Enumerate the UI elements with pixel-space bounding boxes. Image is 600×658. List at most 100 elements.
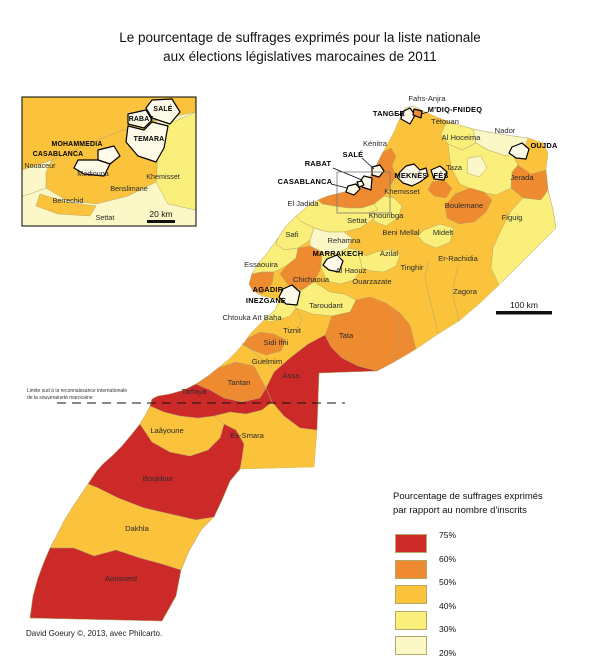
- inset-map: 20 km Nouaceur Mediouna Khemisset Bensliman…: [21, 96, 197, 227]
- main-scale-label: 100 km: [510, 300, 538, 310]
- legend-swatch-60-75%: [395, 534, 427, 553]
- legend-swatches: [395, 534, 427, 658]
- leader-casablanca: [330, 183, 348, 189]
- inset-label-khemisset: Khemisset: [146, 172, 180, 181]
- legend-swatch-50-60%: [395, 559, 427, 579]
- map-label-fahs-anjra: Fahs-Anjra: [408, 94, 446, 103]
- map-label-nador: Nador: [495, 126, 516, 135]
- legend-tick-30pct: 30%: [439, 624, 457, 634]
- map-city-label-casablanca: CASABLANCA: [278, 177, 333, 186]
- map-label-dakhla: Dakhla: [125, 524, 149, 533]
- map-label-khemisset: Khemisset: [384, 187, 420, 196]
- prefecture-mdiq-fnideq: [412, 108, 423, 119]
- region-essaouira: [251, 237, 299, 275]
- inset-border: [21, 96, 197, 227]
- legend-tick-20pct: 20%: [439, 647, 457, 658]
- prefecture-fes: [430, 165, 448, 181]
- region-agadir-coast: [248, 271, 275, 295]
- prefecture-oujda: [508, 142, 530, 160]
- inset-prefecture-mohammedia: [97, 145, 121, 165]
- map-label-aousserd: Aousserd: [105, 574, 137, 583]
- prefecture-meknes: [396, 163, 429, 187]
- inset-city-label-mohammedia: MOHAMMEDIA: [52, 141, 103, 148]
- prefecture-casablanca: [345, 183, 361, 196]
- inset-city-label-temara: TEMARA: [134, 136, 165, 143]
- map-label-safi: Safi: [285, 230, 298, 239]
- leader-lines: [330, 111, 429, 189]
- map-city-label-rabat: RABAT: [305, 159, 332, 168]
- inset-prefecture-sale: [145, 98, 181, 125]
- inset-scale-label: 20 km: [149, 209, 172, 219]
- prefecture-tanger: [400, 107, 416, 125]
- map-label-tarfaya: Tarfaya: [182, 387, 208, 396]
- map-label-ouarzazate: Ouarzazate: [352, 277, 391, 286]
- map-label-azilal: Azilal: [380, 249, 398, 258]
- inset-label-mediouna: Mediouna: [77, 169, 109, 178]
- region-tarfaya: [149, 383, 273, 419]
- map-label-t-touan: Tétouan: [431, 117, 459, 126]
- prefecture-mohammedia: [356, 180, 365, 188]
- region-midelt: [417, 223, 455, 249]
- inset-city-label-rabat: RABAT: [129, 116, 154, 123]
- map-label-chtouka-a-t-baha: Chtouka Aït Baha: [222, 313, 282, 322]
- inset-label-benslimane: Benslimane: [110, 184, 148, 193]
- map-label-boulemane: Boulemane: [445, 201, 483, 210]
- map-city-label-tanger: TANGER: [373, 109, 406, 118]
- region-taza-pale-patch: [466, 155, 488, 178]
- leader-rabat: [332, 167, 363, 181]
- map-label-midelt: Midelt: [433, 228, 454, 237]
- map-label-es-smara: Es-Smara: [230, 431, 265, 440]
- region-azilal: [357, 248, 401, 273]
- legend-title-line1: Pourcentage de suffrages exprimés: [393, 491, 543, 502]
- map-label-taza: Taza: [446, 163, 463, 172]
- map-label-la-youne: Laâyoune: [150, 426, 183, 435]
- inset-scale-bar: [147, 220, 175, 223]
- map-title-line1: Le pourcentage de suffrages exprimés pou…: [119, 30, 481, 45]
- inset-city-label-casablanca: CASABLANCA: [33, 151, 84, 158]
- inset-label-nouaceur: Nouaceur: [24, 161, 56, 170]
- southern-limit-note-line2: de la souveraineté marocaine: [27, 395, 93, 401]
- map-label-zagora: Zagora: [453, 287, 478, 296]
- legend-tick-40pct: 40%: [439, 600, 457, 611]
- map-label-k-nitra: Kénitra: [363, 139, 388, 148]
- leader-tanger: [397, 113, 404, 117]
- map-city-label-mekn-s: MEKNÈS: [394, 171, 427, 180]
- inset-label-berrechid: Berrechid: [53, 196, 84, 205]
- map-label-essaouira: Essaouira: [244, 260, 279, 269]
- map-label-jerada: Jerada: [510, 173, 534, 182]
- map-label-tiznit: Tiznit: [283, 326, 302, 335]
- prefecture-rabat-temara: [360, 175, 373, 191]
- map-label-beni-mellal: Beni Mellal: [382, 228, 419, 237]
- inset-city-labels: SALÉ RABAT TEMARA MOHAMMEDIA CASABLANCA: [33, 104, 173, 158]
- internal-borders: [243, 259, 460, 369]
- map-label-boujdour: Boujdour: [143, 474, 174, 483]
- inset-prefecture-casablanca: [73, 159, 111, 177]
- region-khouribga: [369, 195, 403, 227]
- map-label-assa: Assa: [283, 371, 301, 380]
- map-label-sidi-ifni: Sidi Ifni: [264, 338, 289, 347]
- region-sidi-ifni: [241, 331, 287, 356]
- map-title: Le pourcentage de suffrages exprimés pou…: [0, 28, 600, 66]
- legend-swatch-20-30%: [395, 636, 427, 655]
- map-label-settat: Settat: [347, 216, 368, 225]
- map-city-label-m-diq-fnideq: M'DIQ-FNIDEQ: [428, 105, 482, 114]
- city-labels: TANGER M'DIQ-FNIDEQ OUJDA RABAT SALÉ CASABLAN…: [246, 105, 558, 305]
- map-label-tinghir: Tinghir: [401, 263, 424, 272]
- credit-text: David Goeury ©, 2013, avec Philcarto.: [26, 629, 162, 638]
- map-label-al-hoceima: Al Hoceima: [442, 133, 482, 142]
- inset-prefecture-temara: [125, 121, 169, 163]
- prefecture-agadir-inezgane: [278, 284, 301, 306]
- map-label-chichaoua: Chichaoua: [293, 275, 330, 284]
- map-label-figuig: Figuig: [502, 213, 523, 222]
- map-label-er-rachidia: Er-Rachidia: [438, 254, 478, 263]
- map-city-label-marrakech: MARRAKECH: [313, 249, 364, 258]
- region-figuig: [490, 189, 557, 286]
- map-label-rehamna: Rehamna: [328, 236, 362, 245]
- country-regions: [29, 105, 557, 622]
- leader-mdiq: [420, 111, 429, 115]
- map-label-khouribga: Khouribga: [369, 211, 404, 220]
- inset-prefecture-rabat: [127, 109, 153, 129]
- prefecture-shapes: [278, 107, 530, 306]
